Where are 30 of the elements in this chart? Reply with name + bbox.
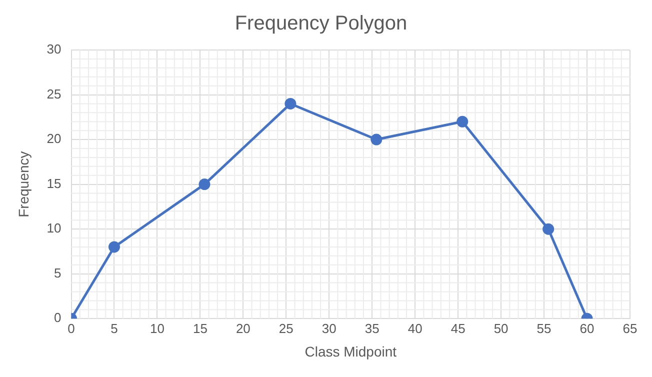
x-tick-label: 50 — [494, 320, 508, 336]
x-tick-label: 65 — [622, 320, 638, 336]
point — [456, 116, 468, 128]
x-tick-label: 35 — [364, 320, 380, 336]
x-tick-label: 15 — [192, 320, 208, 336]
x-axis-title: Class Midpoint — [304, 343, 397, 360]
x-tick-label: 20 — [236, 320, 250, 336]
y-tick-label: 20 — [46, 131, 62, 146]
x-tick-label: 30 — [322, 320, 336, 336]
x-tick-label: 60 — [580, 320, 594, 336]
x-tick-label: 10 — [150, 320, 164, 336]
y-tick-label: 30 — [46, 42, 62, 57]
y-tick-label: 5 — [54, 265, 62, 280]
x-tick-label: 25 — [278, 320, 294, 336]
y-tick-label: 0 — [54, 310, 62, 326]
y-axis-title: Frequency — [15, 151, 32, 218]
point — [284, 98, 296, 110]
x-tick-label: 5 — [110, 320, 118, 336]
y-tick-label: 25 — [46, 86, 62, 102]
x-tick-label: 45 — [450, 320, 466, 336]
x-tick-label: 55 — [536, 320, 552, 336]
y-tick-label: 10 — [46, 220, 62, 236]
y-tick-label: 15 — [46, 176, 62, 191]
point — [198, 178, 210, 190]
x-tick-label: 0 — [68, 320, 75, 336]
point — [370, 134, 382, 146]
x-tick-label: 40 — [408, 320, 422, 336]
chart-title: Frequency Polygon — [234, 12, 408, 35]
point — [108, 241, 120, 253]
point — [542, 223, 554, 235]
